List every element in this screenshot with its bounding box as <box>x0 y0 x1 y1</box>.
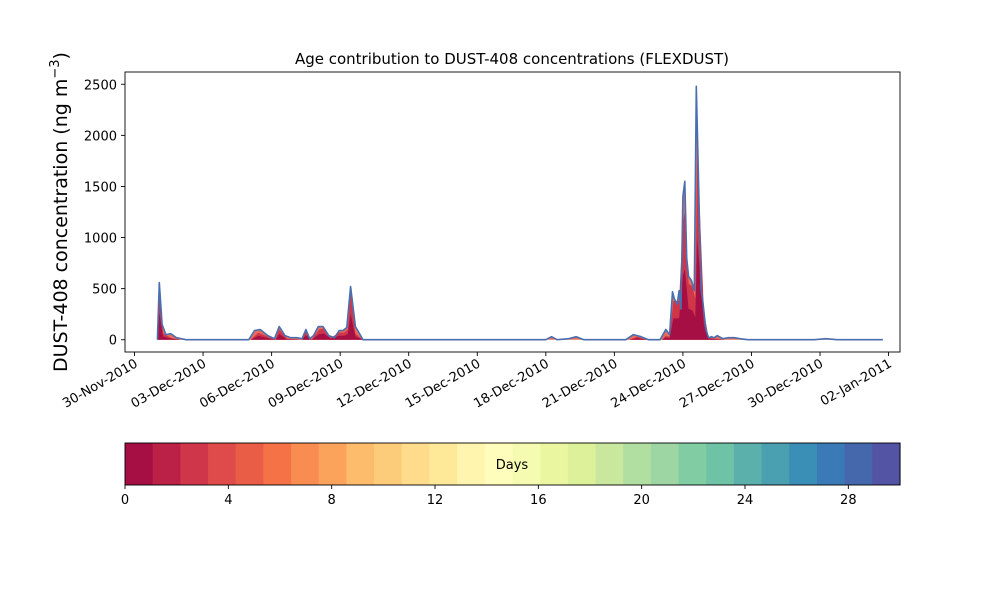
colorbar-tick-label: 0 <box>121 493 129 508</box>
colorbar-segment <box>816 443 846 485</box>
colorbar-segment <box>789 443 818 485</box>
youngest-age-area <box>157 238 725 340</box>
x-tick-label: 30-Nov-2010 <box>60 356 140 411</box>
plot-frame <box>124 71 901 353</box>
x-tick-label: 12-Dec-2010 <box>334 356 414 411</box>
colorbar-segment <box>844 443 873 485</box>
colorbar-segment <box>235 443 264 485</box>
colorbar-tick-label: 16 <box>530 493 547 508</box>
chart-title: Age contribution to DUST-408 concentrati… <box>295 50 729 68</box>
colorbar-segment <box>650 443 680 485</box>
colorbar-tick-label: 4 <box>224 493 232 508</box>
colorbar-segment <box>429 443 458 485</box>
x-tick-label: 09-Dec-2010 <box>266 356 346 411</box>
colorbar-segment <box>567 443 597 485</box>
colorbar-segment <box>457 443 486 485</box>
colorbar-tick-label: 20 <box>633 493 650 508</box>
colorbar-tick-label: 24 <box>737 493 754 508</box>
colorbar-segment <box>208 443 237 485</box>
colorbar-segment <box>318 443 348 485</box>
x-tick-label: 06-Dec-2010 <box>197 356 277 411</box>
x-tick-label: 02-Jan-2011 <box>818 356 895 409</box>
y-tick-label: 500 <box>92 283 117 298</box>
colorbar-segment <box>540 443 569 485</box>
colorbar-segment <box>374 443 403 485</box>
y-axis-label: DUST-408 concentration (ng m−3) <box>48 52 72 372</box>
axes: 0 500 1000 1500 2000 2500 30-Nov-201003-Dec-20… <box>60 71 901 412</box>
oldest-age-outline <box>156 85 883 341</box>
plot-area <box>156 85 883 341</box>
colorbar-segment <box>401 443 431 485</box>
young-age-area <box>157 155 725 340</box>
colorbar-segment <box>872 443 901 485</box>
colorbar-segment <box>484 443 514 485</box>
colorbar-frame <box>124 442 901 486</box>
x-tick-label: 18-Dec-2010 <box>471 356 551 411</box>
colorbar-segment <box>346 443 375 485</box>
colorbar-segment <box>706 443 735 485</box>
y-tick-label: 1000 <box>84 232 117 247</box>
x-tick-label: 15-Dec-2010 <box>403 356 483 411</box>
colorbar-tick-label: 8 <box>328 493 336 508</box>
y-tick-label: 1500 <box>84 180 117 195</box>
y-tick-label: 2000 <box>84 129 117 144</box>
colorbar-segment <box>623 443 652 485</box>
colorbar-segment <box>512 443 541 485</box>
colorbar-segment <box>263 443 292 485</box>
x-tick-label: 24-Dec-2010 <box>609 356 689 411</box>
y-tick-label: 0 <box>109 334 117 349</box>
x-tick-label: 30-Dec-2010 <box>746 356 826 411</box>
colorbar: 0 4 8 12 16 20 24 28 <box>121 442 901 508</box>
colorbar-segment <box>678 443 707 485</box>
colorbar-segment <box>595 443 624 485</box>
x-tick-label: 03-Dec-2010 <box>129 356 209 411</box>
colorbar-segment <box>291 443 320 485</box>
y-tick-label: 2500 <box>84 78 117 93</box>
x-tick-label: 21-Dec-2010 <box>540 356 620 411</box>
colorbar-segment <box>125 443 154 485</box>
colorbar-segment <box>180 443 209 485</box>
x-tick-label: 27-Dec-2010 <box>677 356 757 411</box>
colorbar-segment <box>733 443 763 485</box>
colorbar-tick-label: 28 <box>840 493 857 508</box>
colorbar-segment <box>152 443 181 485</box>
total-concentration-area <box>157 86 883 340</box>
colorbar-segment <box>761 443 790 485</box>
colorbar-label: Days <box>496 458 529 473</box>
colorbar-tick-label: 12 <box>427 493 444 508</box>
